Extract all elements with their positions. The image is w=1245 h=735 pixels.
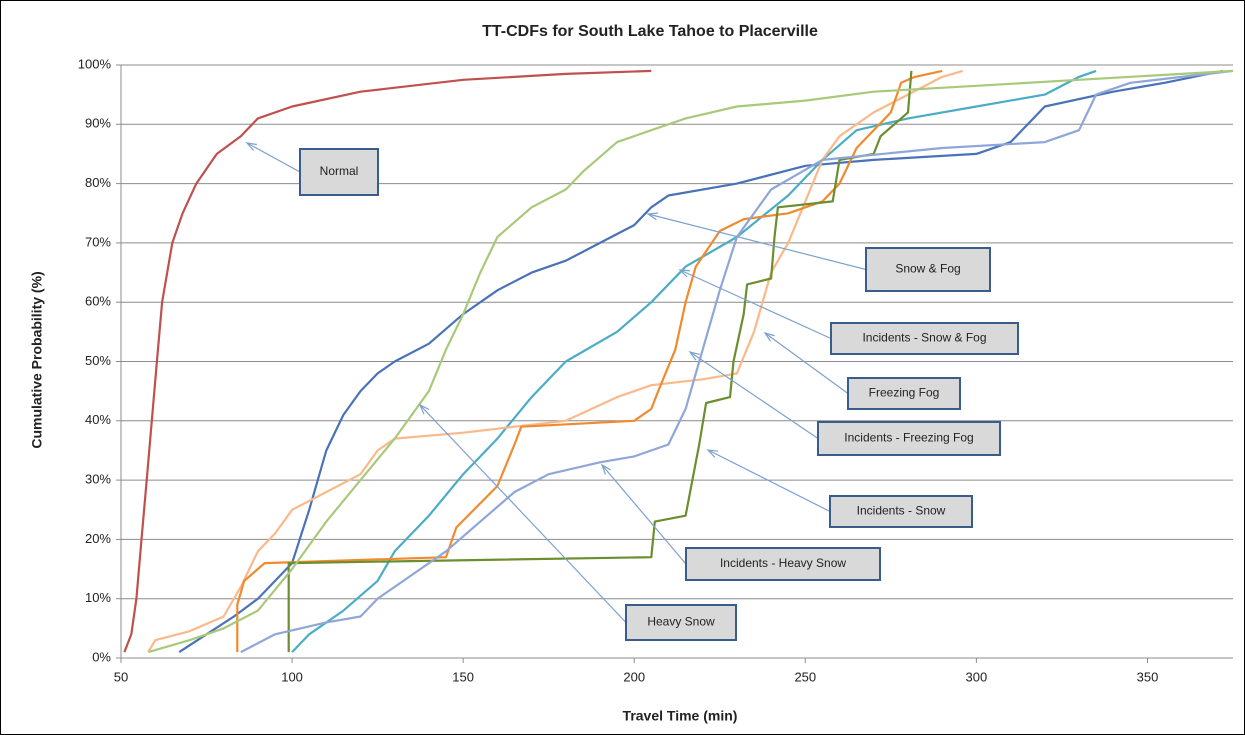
callout-box [829,495,973,528]
callout-box [817,421,1001,456]
callout-arrow [764,332,849,394]
callout-arrowhead [418,403,430,415]
callout-arrow [679,269,832,340]
x-tick-label: 50 [114,669,128,684]
callout-box [830,322,1019,355]
callout-arrow [246,142,301,173]
series-line [240,69,1234,654]
callout-arrowhead [763,331,775,342]
callout-arrow [689,351,819,439]
callout-arrow [601,464,687,565]
series-line [123,69,652,653]
y-tick-label: 50% [85,353,111,368]
callout-box [625,604,737,641]
callout-arrowhead [600,463,611,475]
x-tick-label: 100 [281,669,303,684]
y-tick-label: 90% [85,116,111,131]
x-tick-label: 300 [966,669,988,684]
x-tick-label: 150 [452,669,474,684]
callout-arrow [647,213,867,271]
chart-title: TT-CDFs for South Lake Tahoe to Placervi… [482,23,818,40]
callout-label: Incidents - Snow [857,504,946,518]
y-tick-label: 0% [92,649,111,664]
callout-arrow [419,404,627,623]
series-line [178,69,1223,654]
y-tick-label: 20% [85,531,111,546]
y-tick-label: 10% [85,590,111,605]
callout-arrow [707,449,831,513]
x-tick-label: 250 [794,669,816,684]
callout-label: Incidents - Freezing Fog [844,431,973,445]
callout-arrowhead [646,212,659,221]
callout-label: Freezing Fog [869,386,940,400]
series-line [148,69,1234,654]
y-tick-label: 60% [85,294,111,309]
y-tick-label: 100% [78,56,112,71]
y-tick-label: 80% [85,175,111,190]
callout-arrowhead [245,142,257,151]
callout-label: Heavy Snow [647,615,715,629]
x-tick-label: 200 [623,669,645,684]
y-tick-label: 30% [85,472,111,487]
callout-box [847,377,961,410]
y-tick-label: 70% [85,234,111,249]
callout-box [865,247,991,292]
callout-box [299,148,379,196]
callout-label: Incidents - Snow & Fog [862,331,986,345]
callout-box [685,547,881,581]
x-tick-label: 350 [1137,669,1159,684]
callout-arrowhead [688,351,700,361]
series-line [291,69,1097,653]
callout-label: Incidents - Heavy Snow [720,556,846,570]
callout-label: Snow & Fog [895,262,960,276]
series-line [147,69,964,653]
x-axis-title: Travel Time (min) [623,708,738,724]
callout-arrowhead [678,269,691,278]
y-tick-label: 40% [85,412,111,427]
y-axis-title: Cumulative Probability (%) [29,271,45,448]
callout-arrowhead [706,449,719,458]
callout-label: Normal [320,164,359,178]
